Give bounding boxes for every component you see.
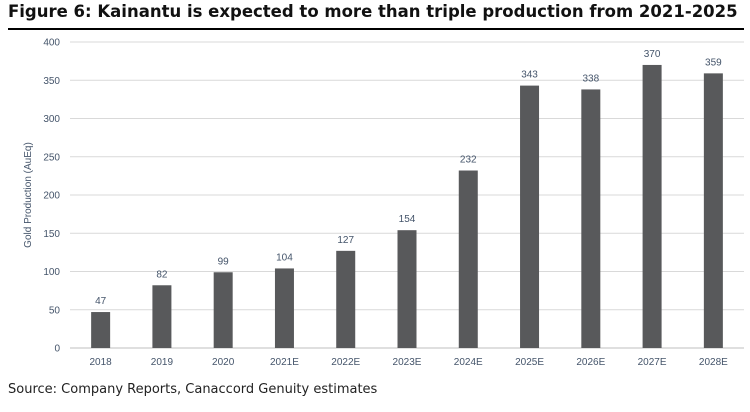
source-note: Source: Company Reports, Canaccord Genui… — [8, 382, 378, 397]
data-label: 104 — [276, 252, 293, 263]
data-label: 154 — [399, 214, 416, 225]
bar — [581, 89, 601, 349]
y-tick-label: 150 — [43, 229, 60, 240]
data-label: 127 — [337, 235, 354, 246]
y-axis-label: Gold Production (AuEq) — [23, 142, 34, 248]
x-tick-label: 2025E — [515, 357, 544, 368]
x-tick-label: 2024E — [454, 357, 483, 368]
bar — [152, 285, 172, 348]
data-label: 47 — [95, 296, 107, 307]
data-labels: 47 82 99 104 127 154 232 343 338 370 359 — [95, 49, 722, 307]
y-tick-label: 400 — [43, 38, 60, 49]
y-tick-label: 0 — [54, 344, 60, 355]
x-tick-label: 2018 — [90, 357, 113, 368]
bar — [336, 250, 356, 348]
x-tick-label: 2019 — [151, 357, 174, 368]
data-label: 99 — [218, 256, 230, 267]
title-underline — [8, 28, 744, 30]
bar — [274, 268, 294, 348]
bar — [397, 230, 417, 348]
data-label: 82 — [156, 269, 168, 280]
bars — [91, 64, 723, 349]
y-tick-label: 50 — [49, 305, 61, 316]
bar — [520, 85, 540, 348]
x-tick-label: 2028E — [699, 357, 728, 368]
x-tick-labels: 2018 2019 2020 2021E 2022E 2023E 2024E 2025E 202… — [90, 357, 729, 368]
figure-title: Figure 6: Kainantu is expected to more t… — [8, 2, 738, 21]
y-tick-labels: 0 50 100 150 200 250 300 350 400 — [43, 38, 60, 355]
y-tick-label: 300 — [43, 114, 60, 125]
x-tick-label: 2022E — [331, 357, 360, 368]
x-tick-label: 2023E — [393, 357, 422, 368]
data-label: 370 — [644, 49, 661, 60]
y-tick-label: 100 — [43, 267, 60, 278]
data-label: 359 — [705, 57, 722, 68]
bar — [213, 272, 233, 348]
y-tick-label: 350 — [43, 76, 60, 87]
bar — [642, 64, 662, 348]
bar — [91, 312, 111, 348]
x-tick-label: 2027E — [638, 357, 667, 368]
y-tick-label: 200 — [43, 191, 60, 202]
bar — [458, 170, 478, 348]
y-tick-label: 250 — [43, 152, 60, 163]
bar — [703, 73, 723, 349]
data-label: 232 — [460, 155, 477, 166]
data-label: 343 — [521, 70, 538, 81]
x-tick-label: 2021E — [270, 357, 299, 368]
x-tick-label: 2020 — [212, 357, 235, 368]
data-label: 338 — [582, 73, 599, 84]
x-tick-label: 2026E — [576, 357, 605, 368]
